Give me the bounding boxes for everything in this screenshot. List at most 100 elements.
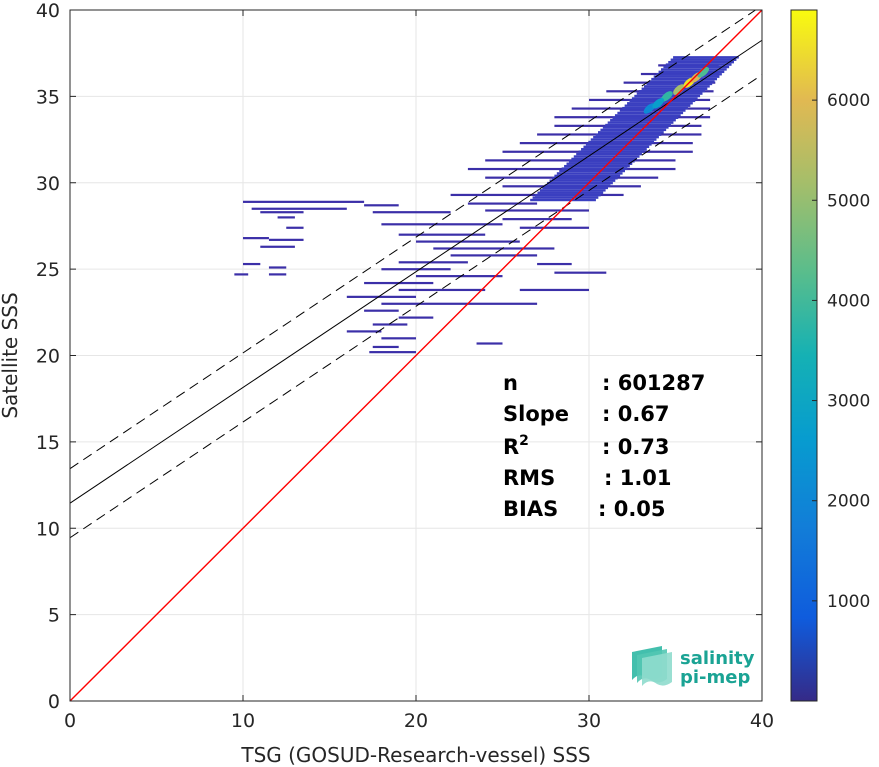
density-segment [372, 345, 399, 349]
density-core [605, 123, 672, 127]
logo-wave-icon [642, 652, 672, 686]
y-axis-label: Satellite SSS [0, 292, 22, 418]
density-segment [243, 200, 365, 203]
density-segment [416, 240, 520, 243]
stat-label: n [503, 371, 518, 395]
density-core [663, 65, 730, 69]
density-core [535, 193, 601, 197]
density-core [544, 184, 611, 187]
density-core [571, 157, 638, 161]
colorbar-tick-label: 1000 [827, 592, 870, 612]
density-segment [364, 204, 399, 207]
density-core [668, 60, 734, 64]
density-core [564, 164, 630, 168]
density-core [656, 73, 722, 76]
density-core [581, 148, 647, 151]
density-core [588, 140, 655, 144]
density-segment [381, 337, 416, 340]
density-segment [234, 273, 249, 276]
density-core [554, 174, 621, 178]
stat-value: : 0.73 [602, 435, 670, 459]
fit-line [69, 39, 763, 504]
density-core [578, 150, 645, 153]
logo-line2: pi-mep [680, 667, 750, 688]
density-core [593, 135, 659, 139]
density-core [653, 75, 720, 78]
density-peak [673, 84, 685, 95]
density-segment [450, 254, 538, 257]
density-peak [661, 91, 673, 102]
y-tick-label: 40 [36, 0, 60, 22]
density-core [619, 109, 686, 112]
density-segment [268, 273, 287, 276]
density-core [641, 87, 708, 90]
fit-upper-line [69, 9, 756, 470]
y-tick-label: 25 [36, 259, 60, 281]
y-tick-label: 20 [36, 346, 60, 368]
density-segment [346, 295, 416, 298]
colorbar: 1000 2000 3000 4000 5000 6000 [790, 9, 870, 702]
density-core [583, 145, 650, 149]
density-segment [416, 275, 503, 278]
density-core [561, 167, 628, 170]
x-tick-label: 30 [577, 710, 601, 732]
density-core [660, 68, 727, 71]
colorbar-tick-label: 3000 [827, 392, 870, 412]
y-tick-label: 15 [36, 432, 60, 454]
density-core [566, 162, 633, 165]
colorbar-tick-label: 6000 [827, 91, 870, 111]
density-segment [398, 233, 486, 236]
density-core [559, 169, 625, 173]
density-core [602, 126, 669, 129]
stat-value: : 0.05 [598, 497, 666, 521]
fit-lower-line [69, 74, 763, 539]
density-segment [268, 266, 287, 269]
stat-superscript: 2 [519, 433, 529, 449]
density-core [595, 133, 662, 136]
density-core [646, 82, 713, 86]
density-core [670, 58, 737, 61]
density-core [551, 177, 618, 180]
density-core [590, 138, 657, 141]
density-segment [398, 261, 468, 264]
colorbar-tick-label: 2000 [827, 492, 870, 512]
stat-value: : 0.67 [602, 402, 670, 426]
density-segment [346, 330, 382, 333]
density-core [549, 179, 616, 182]
density-core [547, 181, 613, 185]
logo-line1: salinity [680, 648, 755, 669]
density-core [648, 80, 715, 83]
density-segment [372, 211, 451, 214]
one-to-one-line [69, 9, 763, 702]
density-segment [286, 226, 304, 229]
density-core [673, 56, 739, 59]
stat-label: RMS [503, 466, 555, 490]
stat-value: : 1.01 [604, 466, 672, 490]
stat-label: Slope [503, 402, 569, 426]
density-core [537, 191, 604, 194]
density-segment [381, 223, 503, 226]
colorbar-fill [790, 9, 818, 702]
density-core [539, 189, 606, 192]
density-core [644, 85, 710, 88]
density-core [658, 70, 725, 74]
density-segment [260, 245, 295, 248]
density-segment [519, 226, 589, 229]
density-segment [369, 351, 416, 354]
y-tick-label: 35 [36, 86, 60, 108]
density-segment [364, 309, 399, 312]
y-tick-label: 30 [36, 173, 60, 195]
density-segment [268, 238, 304, 241]
density-core [665, 63, 732, 66]
stat-value: : 601287 [602, 371, 705, 395]
density-segment [398, 288, 486, 292]
density-core [568, 160, 635, 163]
stat-label: BIAS [503, 497, 558, 521]
density-core [532, 196, 599, 199]
colorbar-tick-label: 5000 [827, 191, 870, 211]
density-segment [502, 218, 572, 221]
density-segment [433, 247, 555, 250]
